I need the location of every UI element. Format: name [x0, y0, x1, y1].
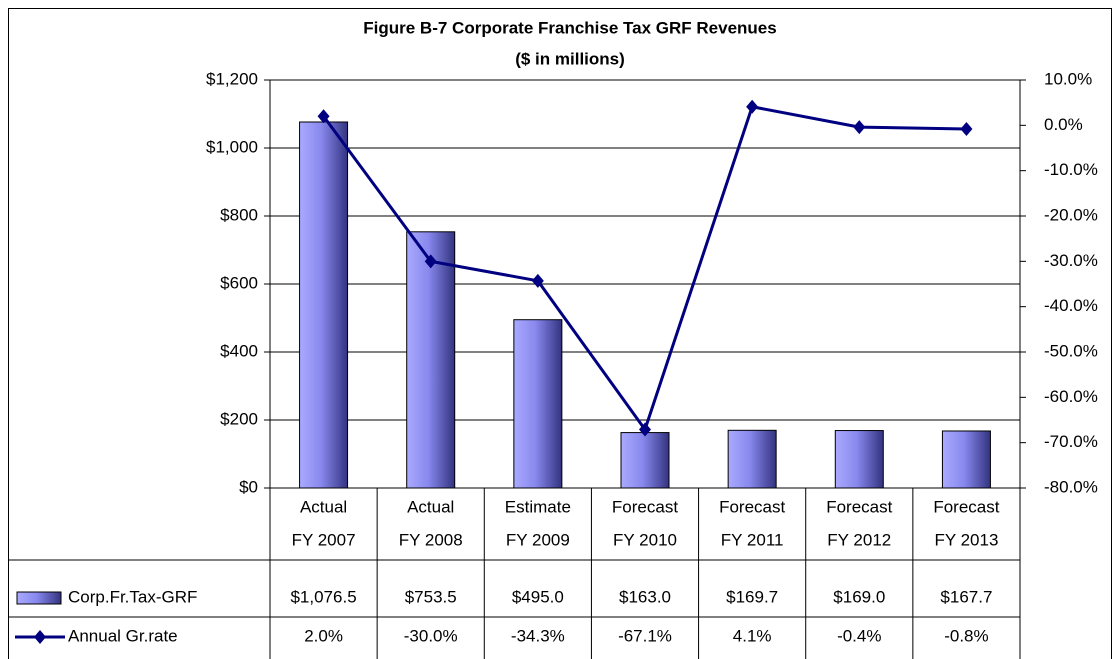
x-tick-label: Estimate [505, 497, 571, 516]
table-value: 2.0% [304, 626, 343, 645]
y2-tick-label: -40.0% [1044, 296, 1098, 315]
legend-label: Annual Gr.rate [68, 626, 178, 645]
bar [834, 430, 884, 489]
marker [746, 99, 759, 114]
chart-title: Figure B-7 Corporate Franchise Tax GRF R… [363, 18, 776, 37]
table-value: -34.3% [511, 626, 565, 645]
x-tick-label: Actual [407, 497, 454, 516]
legend-swatch [16, 591, 62, 605]
marker [960, 121, 973, 136]
table-value: -0.8% [944, 626, 988, 645]
y2-tick-label: 10.0% [1044, 69, 1092, 88]
bar [299, 121, 349, 489]
x-tick-label: Forecast [612, 497, 678, 516]
bar [941, 430, 991, 489]
y-tick-label: $400 [220, 341, 258, 360]
y-tick-label: $0 [239, 477, 258, 496]
table-value: -30.0% [404, 626, 458, 645]
x-tick-label: Forecast [933, 497, 999, 516]
table-value: $169.0 [833, 587, 885, 606]
x-tick-label: Actual [300, 497, 347, 516]
table-value: -0.4% [837, 626, 881, 645]
y-tick-label: $1,000 [206, 137, 258, 156]
legend-label: Corp.Fr.Tax-GRF [68, 587, 197, 606]
y2-tick-label: -50.0% [1044, 341, 1098, 360]
table-value: $167.7 [940, 587, 992, 606]
bar [406, 231, 456, 489]
marker [424, 254, 437, 269]
y2-tick-label: 0.0% [1044, 115, 1083, 134]
x-tick-label: FY 2008 [399, 530, 463, 549]
table-value: $495.0 [512, 587, 564, 606]
y2-tick-label: -30.0% [1044, 251, 1098, 270]
y-tick-label: $800 [220, 205, 258, 224]
bar [513, 319, 563, 489]
x-tick-label: FY 2009 [506, 530, 570, 549]
y2-tick-label: -60.0% [1044, 387, 1098, 406]
x-tick-label: FY 2010 [613, 530, 677, 549]
legend-marker [34, 630, 46, 644]
table-value: $163.0 [619, 587, 671, 606]
x-tick-label: FY 2012 [827, 530, 891, 549]
table-value: $1,076.5 [290, 587, 356, 606]
y2-tick-label: -10.0% [1044, 160, 1098, 179]
x-tick-label: Forecast [826, 497, 892, 516]
y2-tick-label: -70.0% [1044, 432, 1098, 451]
x-tick-label: Forecast [719, 497, 785, 516]
marker [531, 273, 544, 288]
y-tick-label: $600 [220, 273, 258, 292]
chart-subtitle: ($ in millions) [515, 49, 625, 68]
y-tick-label: $200 [220, 409, 258, 428]
marker [639, 422, 651, 437]
bar [620, 432, 670, 489]
bar [727, 429, 777, 489]
marker [317, 109, 330, 124]
table-value: $753.5 [405, 587, 457, 606]
x-tick-label: FY 2011 [721, 530, 784, 549]
y2-tick-label: -20.0% [1044, 205, 1098, 224]
x-tick-label: FY 2007 [292, 530, 356, 549]
table-value: $169.7 [726, 587, 778, 606]
y2-tick-label: -80.0% [1044, 477, 1098, 496]
marker [853, 120, 866, 135]
x-tick-label: FY 2013 [934, 530, 998, 549]
table-value: -67.1% [618, 626, 672, 645]
table-value: 4.1% [733, 626, 772, 645]
y-tick-label: $1,200 [206, 69, 258, 88]
